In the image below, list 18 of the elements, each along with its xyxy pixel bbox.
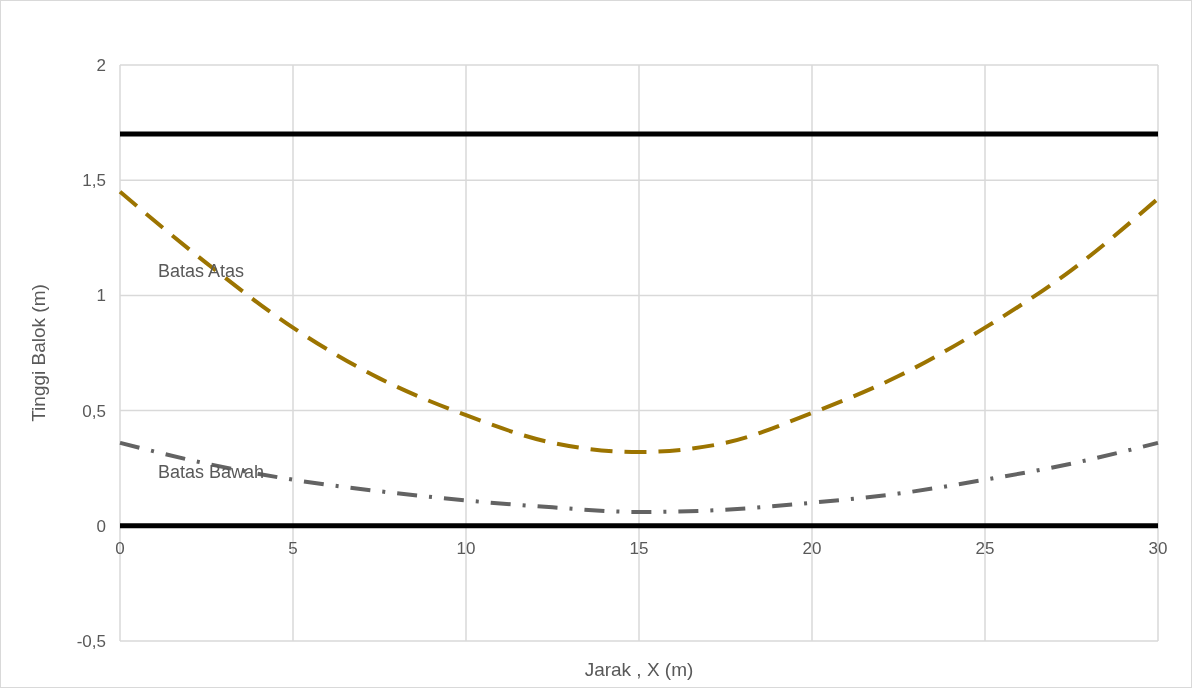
x-axis-title: Jarak , X (m) [584,659,694,680]
y-tick-label: -0,5 [76,631,106,651]
x-tick-label: 0 [115,538,125,558]
x-tick-label: 20 [802,538,822,558]
y-axis-title: Tinggi Balok (m) [28,284,49,422]
x-tick-label: 30 [1148,538,1168,558]
y-tick-label: 0 [96,516,106,536]
line-series [118,189,1160,455]
y-tick-label: 1,5 [82,171,106,191]
x-tick-label: 25 [975,538,995,558]
y-tick-label: 2 [96,55,106,75]
x-tick-label: 5 [288,538,298,558]
y-tick-label: 0,5 [82,401,106,421]
series-label: Batas Atas [158,261,245,282]
line-series [118,440,1160,514]
x-tick-label: 10 [456,538,476,558]
y-tick-label: 1 [96,286,106,306]
x-tick-label: 15 [629,538,649,558]
